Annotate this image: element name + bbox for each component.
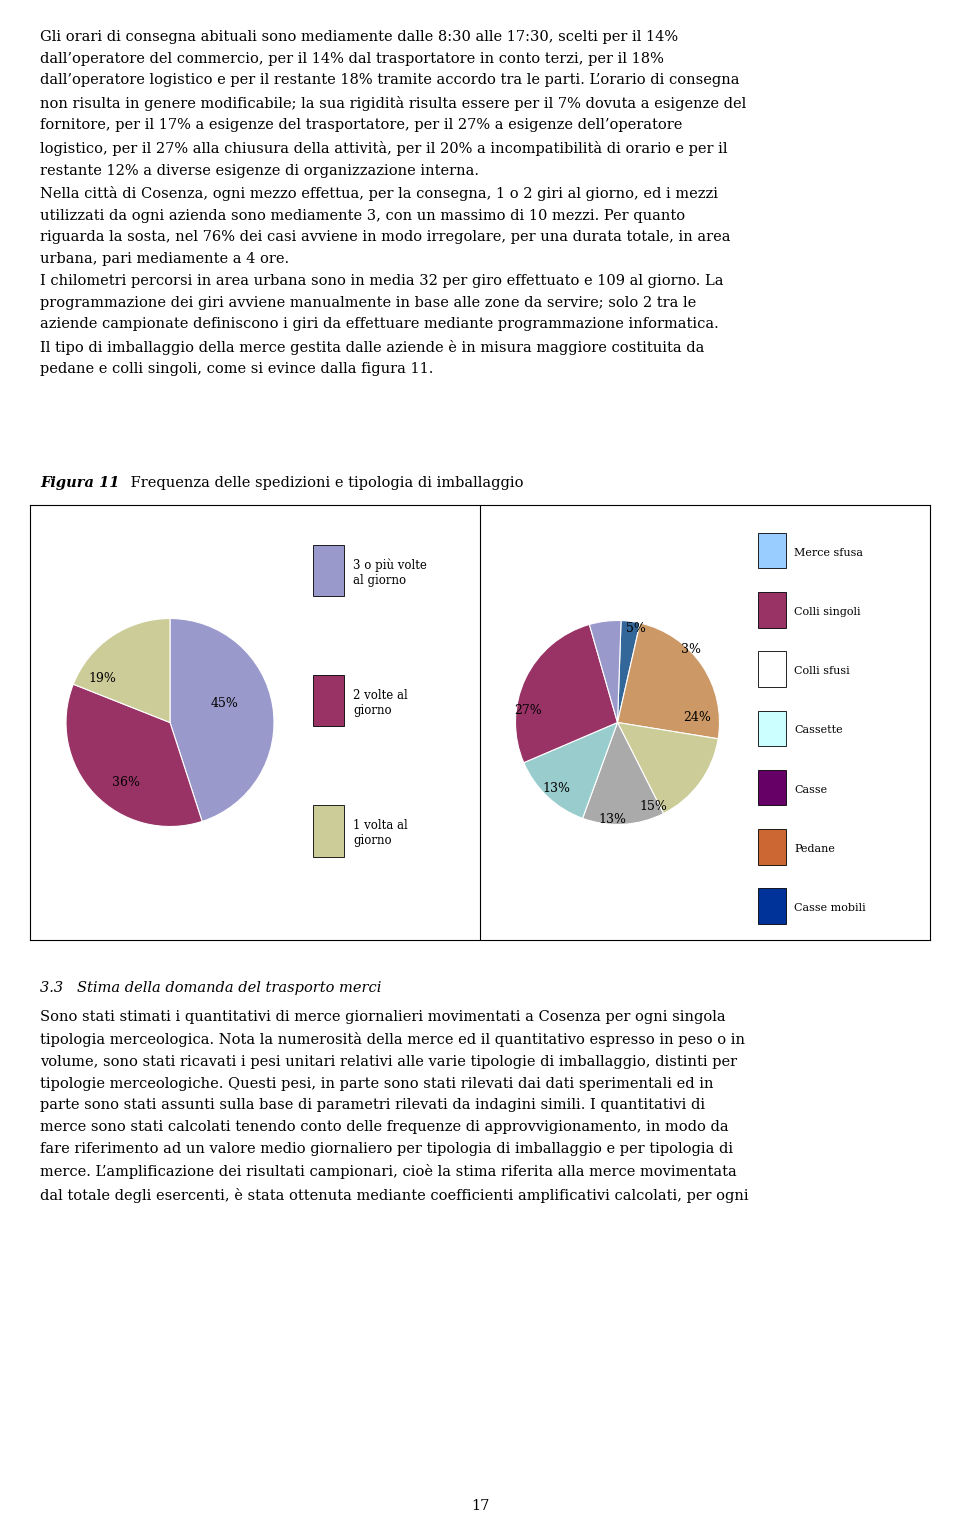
Bar (757, 534, 786, 569)
Wedge shape (524, 723, 617, 818)
Text: Cassette: Cassette (794, 725, 843, 735)
Bar (313, 544, 344, 596)
Wedge shape (589, 621, 621, 723)
Text: 17: 17 (470, 1498, 490, 1514)
Text: 1 volta al
giorno: 1 volta al giorno (353, 820, 408, 847)
Text: 27%: 27% (514, 703, 541, 717)
Bar (757, 592, 786, 628)
Bar (757, 829, 786, 865)
Wedge shape (583, 723, 663, 824)
Bar (757, 711, 786, 746)
Wedge shape (617, 622, 719, 739)
Text: Casse: Casse (794, 784, 828, 795)
Text: 2 volte al
giorno: 2 volte al giorno (353, 688, 408, 717)
Bar (313, 806, 344, 856)
Text: 3 o più volte
al giorno: 3 o più volte al giorno (353, 558, 427, 587)
Text: 13%: 13% (598, 813, 626, 826)
Wedge shape (516, 624, 617, 763)
Text: 5%: 5% (626, 622, 646, 635)
Text: Pedane: Pedane (794, 844, 835, 853)
Text: 36%: 36% (112, 777, 140, 789)
Bar (757, 888, 786, 924)
Text: 45%: 45% (210, 697, 238, 711)
Bar (757, 771, 786, 806)
Text: Casse mobili: Casse mobili (794, 904, 866, 913)
Text: Figura 11: Figura 11 (40, 477, 120, 491)
Wedge shape (73, 619, 170, 723)
Text: 15%: 15% (639, 800, 667, 812)
Text: 24%: 24% (684, 711, 711, 723)
Wedge shape (617, 621, 640, 723)
Wedge shape (617, 723, 718, 813)
Text: Colli singoli: Colli singoli (794, 607, 861, 616)
Text: Sono stati stimati i quantitativi di merce giornalieri movimentati a Cosenza per: Sono stati stimati i quantitativi di mer… (40, 1011, 749, 1203)
Text: 19%: 19% (88, 673, 116, 685)
Text: 13%: 13% (542, 783, 570, 795)
Bar (757, 651, 786, 687)
Wedge shape (66, 683, 203, 827)
Text: Frequenza delle spedizioni e tipologia di imballaggio: Frequenza delle spedizioni e tipologia d… (127, 477, 524, 491)
Text: 3%: 3% (681, 642, 701, 656)
Text: 3.3   Stima della domanda del trasporto merci: 3.3 Stima della domanda del trasporto me… (40, 982, 382, 995)
Wedge shape (170, 619, 274, 821)
Bar (313, 676, 344, 726)
Text: Merce sfusa: Merce sfusa (794, 547, 863, 558)
Text: Colli sfusi: Colli sfusi (794, 667, 850, 676)
Text: Gli orari di consegna abituali sono mediamente dalle 8:30 alle 17:30, scelti per: Gli orari di consegna abituali sono medi… (40, 31, 747, 376)
